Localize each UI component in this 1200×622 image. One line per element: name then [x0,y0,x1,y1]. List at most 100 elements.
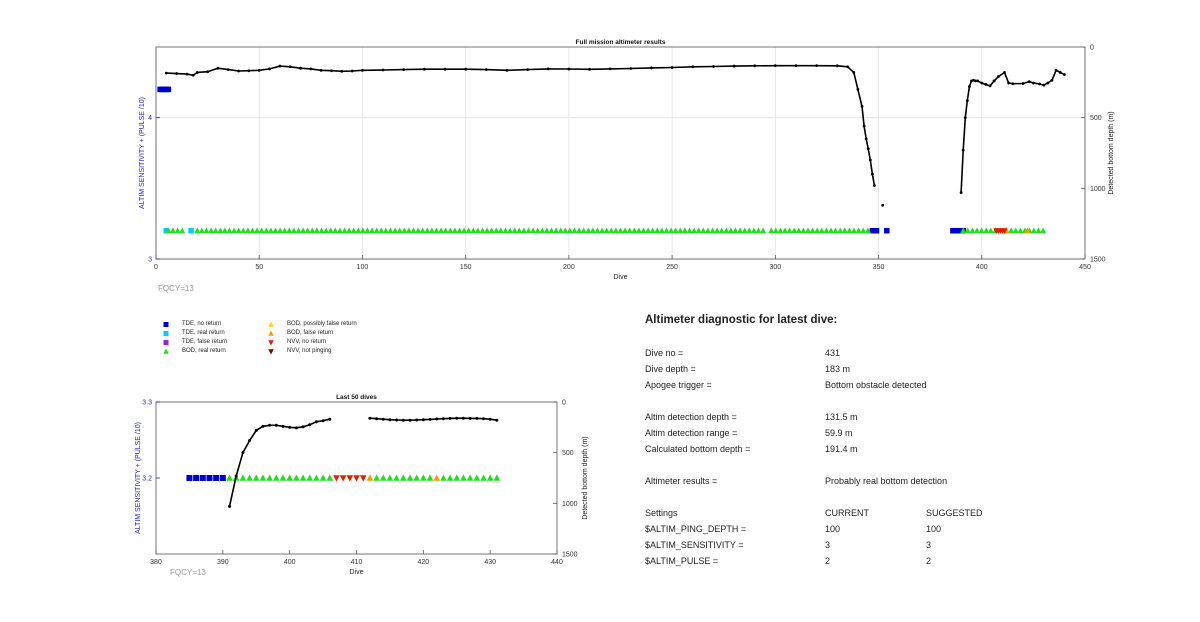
depth-point [461,416,465,420]
bod-real-return-marker [823,227,830,234]
legend-marker [268,330,274,336]
bod-real-return-marker [221,227,228,234]
y2-tick-label: 0 [562,400,566,407]
diag-label: Dive no = [645,348,684,358]
depth-point [340,69,344,73]
bod-real-return-marker [964,227,971,234]
depth-point [288,425,292,429]
depth-point [395,418,399,422]
bod-real-return-marker [259,474,267,481]
depth-point [629,67,633,70]
bod-real-return-marker [165,227,172,234]
bod-real-return-marker [263,227,270,234]
bod-real-return-marker [484,227,491,234]
bod-real-return-marker [277,227,284,234]
legend: TDE, no return TDE, real return TDE, false… [150,318,410,366]
depth-point [488,417,492,421]
depth-point [294,426,298,430]
setting-suggested: 100 [926,524,942,534]
bod-real-return-marker [433,227,440,234]
bod-real-return-marker [281,227,288,234]
bod-real-return-marker [341,227,348,234]
bod-real-return-marker [553,227,560,234]
bod-real-return-marker [346,227,353,234]
bod-real-return-marker [493,227,500,234]
depth-point [309,67,313,71]
depth-point [988,84,992,88]
bod-real-return-marker [267,227,274,234]
tde-no-return-marker [206,475,213,481]
square-icon [163,322,169,327]
diag-value: 131.5 m [825,412,858,422]
depth-point [381,417,385,421]
bod-real-return-marker [231,227,238,234]
depth-point [308,423,312,427]
depth-point [1062,73,1066,76]
settings-suggested-header: SUGGESTED [926,508,983,518]
bod-real-return-marker [460,474,467,481]
depth-point [996,75,1000,79]
setting-row-pulse: $ALTIM_PULSE = 2 2 [645,556,1165,568]
depth-point [815,64,819,68]
bod-real-return-marker [451,227,458,234]
depth-point [1031,81,1035,85]
depth-point [268,423,272,427]
bod-real-return-marker [473,474,481,481]
depth-point [241,451,245,455]
depth-point [963,116,967,120]
bod-real-return-marker [1008,227,1015,234]
legend-label: NVV, no return [287,339,327,345]
depth-point [862,124,866,128]
bod-real-return-marker [480,474,487,481]
bod-real-return-marker [978,227,985,234]
nvv-no-return-marker [1001,228,1008,235]
depth-point [361,68,364,72]
depth-point [274,423,278,427]
diag-value: 191.4 m [825,444,858,454]
bod-real-return-marker [672,227,679,234]
bod-real-return-marker [420,474,427,481]
bod-real-return-marker [355,227,362,234]
depth-point [435,417,439,421]
settings-label: Settings [645,508,678,518]
bod-false-return-marker [433,474,440,481]
bod-real-return-marker [299,474,307,481]
bod-real-return-marker [777,227,784,234]
y-tick-label: 3.2 [142,476,152,483]
nvv-no-return-marker [353,475,360,482]
depth-point [319,68,323,72]
depth-point [468,416,472,420]
depth-point [852,71,856,74]
depth-point [254,428,258,432]
bod-real-return-marker [272,227,279,234]
depth-point [228,504,232,508]
bod-real-return-marker [336,227,343,234]
bod-real-return-marker [732,227,739,234]
bod-real-return-marker [507,227,514,234]
depth-point [247,69,251,73]
bod-real-return-marker [179,227,186,234]
depth-point [441,417,445,421]
depth-point [1046,81,1050,85]
diag-row-dive-no: Dive no = 431 [645,348,1165,360]
triangle-icon [268,330,274,336]
depth-point [1027,80,1031,84]
x-tick-label: 400 [976,264,988,271]
bod-real-return-marker [266,474,273,481]
bod-real-return-marker [714,227,721,234]
bod-real-return-marker [543,227,550,234]
bod-real-return-marker [486,474,494,481]
chart-title: Last 50 dives [336,394,377,401]
depth-point [185,72,189,76]
diag-value: 59.9 m [825,428,853,438]
diag-row-apogee-trigger: Apogee trigger = Bottom obstacle detecte… [645,380,1165,392]
x-tick-label: 430 [484,559,496,566]
bod-real-return-marker [700,227,707,234]
bod-real-return-marker [631,227,638,234]
depth-point [650,66,653,70]
bod-real-return-marker [327,227,334,234]
depth-point [248,439,252,443]
bod-real-return-marker [378,227,385,234]
diag-row-altimeter-results: Altimeter results = Probably real bottom… [645,476,1165,488]
bod-real-return-marker [226,227,233,234]
